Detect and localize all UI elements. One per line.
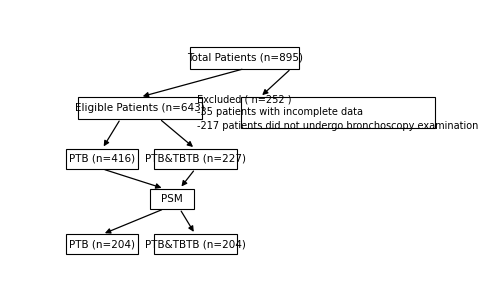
Text: PTB (n=416): PTB (n=416)	[69, 154, 136, 164]
Text: Eligible Patients (n=643): Eligible Patients (n=643)	[75, 103, 205, 113]
Bar	[150, 189, 194, 209]
Text: PTB&TBTB (n=204): PTB&TBTB (n=204)	[145, 239, 246, 249]
Bar	[154, 149, 237, 169]
Bar	[241, 97, 434, 128]
Text: PSM: PSM	[161, 194, 183, 204]
Bar	[66, 234, 138, 254]
Bar	[78, 97, 202, 119]
Text: Total Patients (n=895): Total Patients (n=895)	[186, 53, 302, 63]
Bar	[66, 149, 138, 169]
Bar	[154, 234, 237, 254]
Text: Excluded ( n=252 )
-35 patients with incomplete data
-217 patients did not under: Excluded ( n=252 ) -35 patients with inc…	[197, 94, 478, 131]
Text: PTB&TBTB (n=227): PTB&TBTB (n=227)	[144, 154, 246, 164]
Text: PTB (n=204): PTB (n=204)	[69, 239, 135, 249]
Bar	[190, 47, 299, 69]
